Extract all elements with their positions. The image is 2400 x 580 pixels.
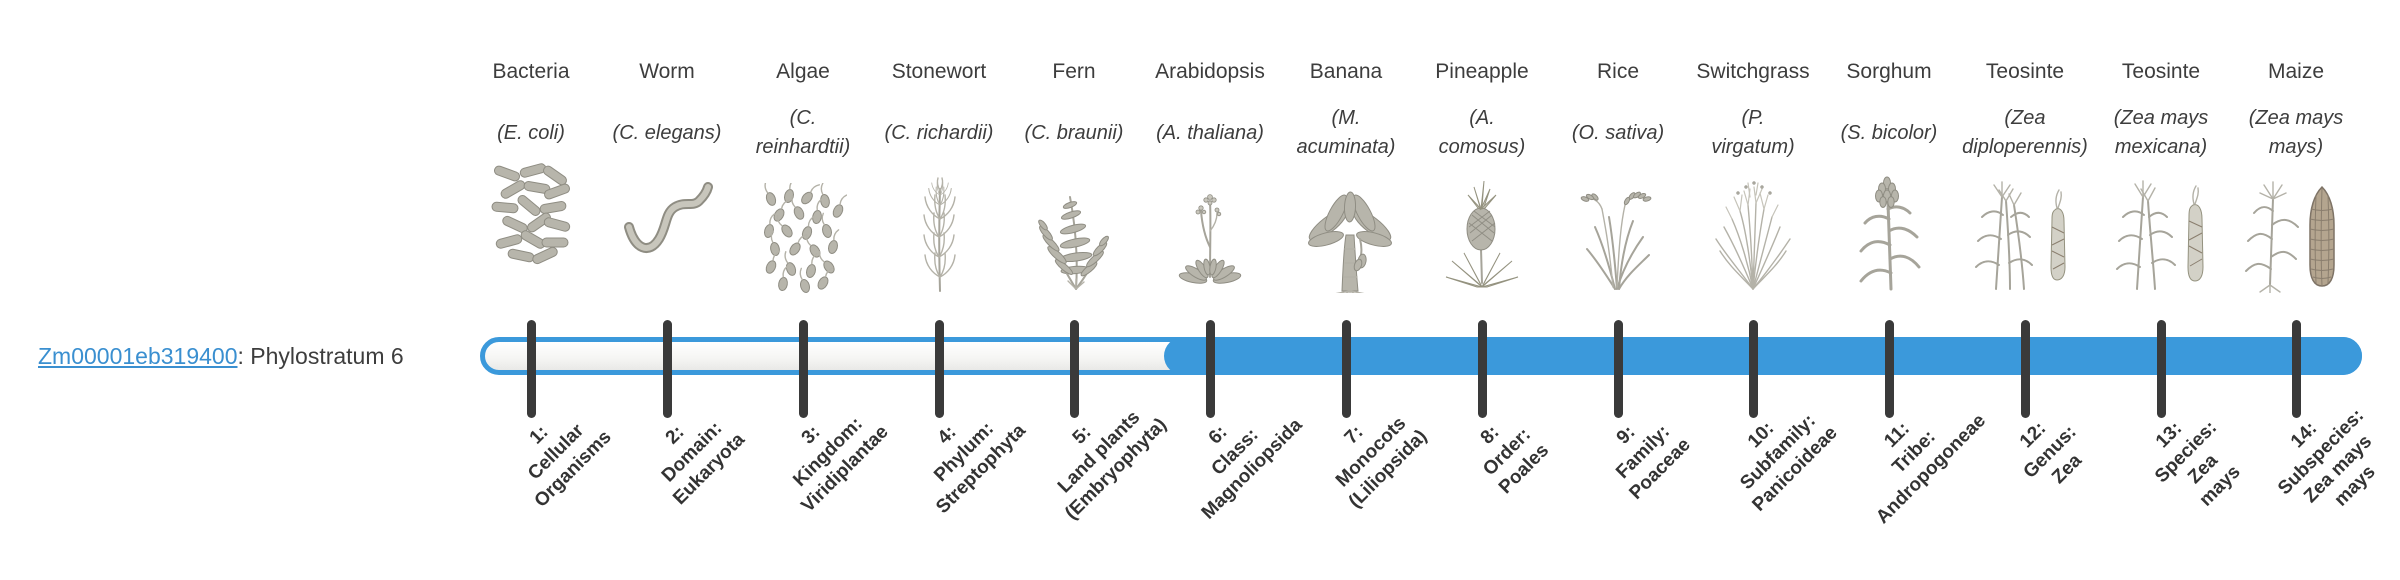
stratum-tick bbox=[1341, 320, 1351, 418]
organism-column-rice: Rice (O. sativa) 9: bbox=[1550, 0, 1695, 580]
maize-icon bbox=[2220, 165, 2372, 293]
stratum-tick bbox=[1205, 320, 1215, 418]
stratum-tick bbox=[526, 320, 536, 418]
organism-name: Banana bbox=[1309, 60, 1383, 83]
organism-column-stonewort: Stonewort (C. richardii) bbox=[871, 0, 1030, 580]
gene-id-link[interactable]: Zm00001eb319400 bbox=[38, 342, 238, 369]
organism-column-fern: Fern (C. braunii) bbox=[1006, 0, 1171, 580]
algae-icon bbox=[727, 165, 879, 293]
pineapple-icon bbox=[1406, 165, 1558, 293]
gene-label: Zm00001eb319400: Phylostratum 6 bbox=[38, 337, 404, 375]
arabidopsis-icon bbox=[1134, 165, 1286, 293]
organism-name: Pineapple bbox=[1435, 60, 1529, 83]
organism-column-maize: Maize (Zea mays mays) bbox=[2228, 0, 2380, 580]
organism-column-banana: Banana (M. acuminata) 7: Monocots (Li bbox=[1278, 0, 1432, 580]
organism-species: (Zea mays mexicana) bbox=[2113, 107, 2209, 158]
switchgrass-icon bbox=[1677, 165, 1829, 293]
organism-column-arabidopsis: Arabidopsis (A. thaliana) 6: bbox=[1142, 0, 1306, 580]
teosinte-mexicana-icon bbox=[2085, 165, 2237, 293]
stratum-tick bbox=[798, 320, 808, 418]
organism-species: (C. richardii) bbox=[884, 121, 994, 144]
stratum-tick bbox=[934, 320, 944, 418]
stratum-tick bbox=[2156, 320, 2166, 418]
organism-name: Sorghum bbox=[1846, 60, 1932, 83]
organism-name: Fern bbox=[1052, 60, 1096, 83]
organism-name: Algae bbox=[776, 60, 830, 83]
organism-column-sorghum: Sorghum 11: Tribe: Andropogoneae (S. bic… bbox=[1821, 0, 1990, 580]
organism-column-algae: Algae (C. reinhardtii) 3: bbox=[735, 0, 893, 580]
organism-name: Arabidopsis bbox=[1155, 60, 1265, 83]
sorghum-icon bbox=[1813, 165, 1965, 293]
rice-icon bbox=[1542, 165, 1694, 293]
stratum-tick bbox=[1069, 320, 1079, 418]
organism-species: (C. elegans) bbox=[612, 121, 722, 144]
stratum-tick bbox=[1477, 320, 1487, 418]
stratum-tick bbox=[2291, 320, 2301, 418]
organism-name: Stonewort bbox=[891, 60, 987, 83]
organism-column-teosinte-mexicana: Teosinte (Zea mays mexicana) 13: Species… bbox=[2093, 0, 2245, 580]
organism-species: (C. braunii) bbox=[1024, 121, 1124, 144]
organism-species: (M. acuminata) bbox=[1296, 107, 1396, 158]
organism-name: Bacteria bbox=[492, 60, 570, 83]
worm-icon bbox=[591, 165, 743, 293]
stratum-tick bbox=[1884, 320, 1894, 418]
fern-icon bbox=[998, 165, 1150, 293]
stratum-tick bbox=[1613, 320, 1623, 418]
bacteria-icon bbox=[455, 163, 607, 293]
organism-name: Teosinte bbox=[1985, 60, 2065, 83]
organism-species: (E. coli) bbox=[497, 121, 565, 144]
organism-species: (A. thaliana) bbox=[1156, 121, 1264, 144]
organism-species: (A. comosus) bbox=[1438, 107, 1526, 158]
organism-column-worm: Worm (C. elegans) 2: Domain: Eukaryota bbox=[599, 0, 749, 580]
organism-species: (O. sativa) bbox=[1571, 121, 1665, 144]
teosinte-diploperennis-icon bbox=[1949, 165, 2101, 293]
organism-name: Switchgrass bbox=[1696, 60, 1810, 83]
organism-name: Maize bbox=[2267, 60, 2325, 83]
organism-name: Worm bbox=[639, 60, 695, 83]
gene-phylostratum-caption: : Phylostratum 6 bbox=[237, 342, 404, 369]
organism-column-switchgrass: Switchgrass (P. virgatum) 10: Subfamily:… bbox=[1685, 0, 1841, 580]
stonewort-icon bbox=[863, 165, 1015, 293]
stratum-tick bbox=[2020, 320, 2030, 418]
organism-species: (Zea diploperennis) bbox=[1962, 107, 2088, 158]
stratum-tick bbox=[1748, 320, 1758, 418]
banana-icon bbox=[1270, 165, 1422, 293]
organism-column-bacteria: Bacteria (E. coli) bbox=[463, 0, 616, 580]
organism-name: Rice bbox=[1596, 60, 1639, 83]
organism-species: (Zea mays mays) bbox=[2248, 107, 2344, 158]
organism-name: Teosinte bbox=[2121, 60, 2201, 83]
organism-species: (P. virgatum) bbox=[1711, 107, 1795, 158]
organism-species: (C. reinhardtii) bbox=[755, 107, 851, 158]
organism-species: (S. bicolor) bbox=[1840, 121, 1938, 144]
organism-column-teosinte-diploperennis: Teosinte (Zea diploperennis) 12: Genus: … bbox=[1957, 0, 2093, 580]
organism-column-pineapple: Pineapple (A. comosus) 8: Or bbox=[1414, 0, 1553, 580]
stratum-tick bbox=[662, 320, 672, 418]
